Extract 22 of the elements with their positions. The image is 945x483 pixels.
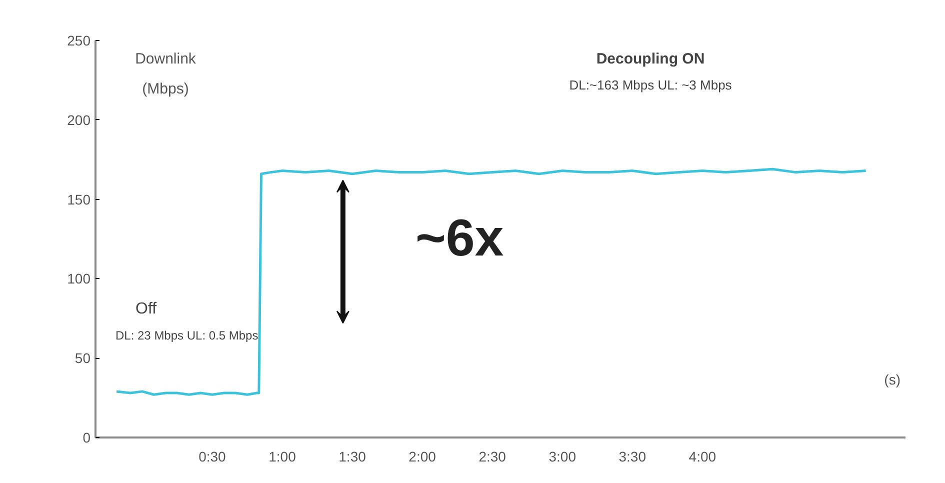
x-tick-label: 3:00: [548, 448, 576, 464]
x-tick-label: 1:00: [268, 448, 296, 464]
annotation: DL:~163 Mbps UL: ~3 Mbps: [569, 78, 732, 92]
y-tick-label: 0: [82, 430, 91, 446]
y-axis-title: Downlink (Mbps): [135, 50, 196, 98]
annotation: Off: [136, 300, 158, 318]
line-series: [115, 168, 868, 396]
x-tick-label: 4:00: [688, 448, 716, 464]
x-tick-label: 3:30: [618, 448, 646, 464]
x-tick-label: 1:30: [338, 448, 366, 464]
x-tick-label: 2:00: [408, 448, 436, 464]
annotation: ~6x: [416, 210, 504, 268]
y-tick-label: 150: [67, 191, 91, 208]
y-tick-label: 200: [67, 112, 91, 128]
y-tick-label: 50: [74, 350, 91, 366]
x-tick-label: 2:30: [478, 448, 506, 464]
annotation: Decoupling ON: [596, 50, 705, 68]
x-axis-title: (s): [884, 372, 901, 388]
y-tick-label: 250: [67, 32, 91, 48]
y-tick-label: 100: [67, 270, 91, 287]
annotation: DL: 23 Mbps UL: 0.5 Mbps: [116, 328, 258, 342]
x-tick-label: 0:30: [198, 448, 226, 464]
